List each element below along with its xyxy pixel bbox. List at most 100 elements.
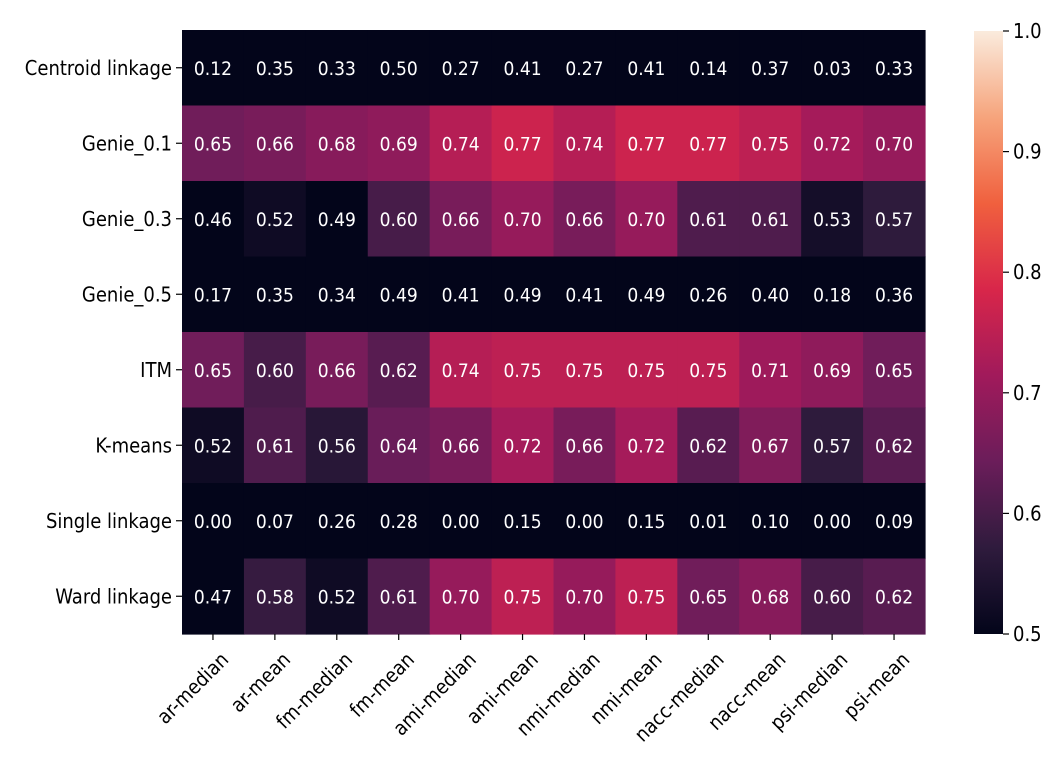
- cell-value-label: 0.70: [565, 586, 603, 608]
- cell-value-label: 0.65: [875, 360, 913, 382]
- cell-value-label: 0.34: [318, 284, 356, 306]
- cell-value-label: 0.57: [875, 209, 913, 231]
- cell-value-label: 0.01: [689, 511, 727, 533]
- cell-value-label: 0.00: [442, 511, 480, 533]
- heatmap-cell: [305, 407, 369, 484]
- heatmap-cell: [305, 181, 369, 258]
- cell-value-label: 0.46: [194, 209, 232, 231]
- heatmap-cell: [182, 256, 245, 333]
- heatmap-cell: [615, 181, 678, 258]
- cell-value-label: 0.50: [380, 58, 418, 80]
- y-tick-label: Single linkage: [46, 509, 172, 533]
- cell-value-label: 0.37: [751, 58, 789, 80]
- cell-value-label: 0.33: [875, 58, 913, 80]
- heatmap-cell: [801, 332, 864, 409]
- heatmap-cell: [553, 181, 617, 258]
- heatmap-cell: [305, 483, 369, 560]
- cell-value-label: 0.72: [627, 435, 665, 457]
- heatmap-cell: [182, 558, 245, 635]
- cell-value-label: 0.49: [380, 284, 418, 306]
- cell-value-label: 0.15: [627, 511, 665, 533]
- heatmap-cell: [367, 558, 431, 635]
- heatmap-cell: [491, 181, 555, 258]
- cell-value-label: 0.49: [627, 284, 665, 306]
- heatmap-cell: [491, 407, 555, 484]
- cell-value-label: 0.75: [504, 586, 542, 608]
- cell-value-label: 0.61: [380, 586, 418, 608]
- heatmap-cell: [429, 181, 493, 258]
- heatmap-cell: [677, 30, 740, 107]
- cell-value-label: 0.75: [689, 360, 727, 382]
- heatmap-cell: [243, 332, 307, 409]
- cell-value-label: 0.10: [751, 511, 789, 533]
- heatmap-cell: [491, 105, 555, 182]
- cell-value-label: 0.62: [875, 586, 913, 608]
- colorbar-tick-label: 0.9: [1013, 140, 1042, 164]
- cell-value-label: 0.41: [504, 58, 542, 80]
- heatmap-cell: [677, 332, 740, 409]
- cell-value-label: 0.66: [442, 209, 480, 231]
- heatmap-cell: [863, 181, 926, 258]
- heatmap-cell: [305, 30, 369, 107]
- cell-value-label: 0.62: [689, 435, 727, 457]
- cell-value-label: 0.61: [689, 209, 727, 231]
- cell-value-label: 0.49: [504, 284, 542, 306]
- cell-value-label: 0.77: [689, 133, 727, 155]
- cell-value-label: 0.33: [318, 58, 356, 80]
- heatmap-cells: [182, 30, 926, 635]
- cell-value-label: 0.41: [565, 284, 603, 306]
- y-tick-label: Ward linkage: [55, 584, 172, 608]
- heatmap-cell: [367, 105, 431, 182]
- cell-value-label: 0.66: [442, 435, 480, 457]
- cell-value-label: 0.74: [565, 133, 603, 155]
- colorbar-tick-label: 0.6: [1013, 501, 1042, 525]
- heatmap-cell: [305, 558, 369, 635]
- heatmap-cell: [801, 181, 864, 258]
- heatmap-cell: [429, 483, 493, 560]
- heatmap-cell: [863, 105, 926, 182]
- heatmap-cell: [553, 407, 617, 484]
- cell-value-label: 0.75: [504, 360, 542, 382]
- cell-value-label: 0.52: [256, 209, 294, 231]
- heatmap-cell: [367, 483, 431, 560]
- heatmap-cell: [801, 30, 864, 107]
- cell-value-label: 0.60: [380, 209, 418, 231]
- heatmap-cell: [553, 30, 617, 107]
- cell-value-label: 0.70: [504, 209, 542, 231]
- cell-value-label: 0.52: [318, 586, 356, 608]
- cell-value-label: 0.52: [194, 435, 232, 457]
- cell-value-label: 0.75: [751, 133, 789, 155]
- heatmap-cell: [182, 483, 245, 560]
- x-tick-labels: ar-medianar-meanfm-medianfm-meanami-medi…: [152, 634, 914, 746]
- heatmap-cell: [491, 256, 555, 333]
- cell-value-label: 0.00: [194, 511, 232, 533]
- cell-value-label: 0.75: [627, 586, 665, 608]
- heatmap-cell: [739, 256, 802, 333]
- cell-value-label: 0.74: [442, 360, 480, 382]
- heatmap-cell: [182, 332, 245, 409]
- heatmap-cell: [615, 105, 678, 182]
- cell-value-label: 0.65: [194, 360, 232, 382]
- heatmap-cell: [677, 181, 740, 258]
- heatmap-cell: [615, 407, 678, 484]
- cell-value-label: 0.75: [627, 360, 665, 382]
- cell-value-label: 0.03: [813, 58, 851, 80]
- cell-value-label: 0.62: [380, 360, 418, 382]
- heatmap-cell: [739, 558, 802, 635]
- cell-value-label: 0.65: [194, 133, 232, 155]
- cell-value-label: 0.00: [565, 511, 603, 533]
- cell-value-label: 0.40: [751, 284, 789, 306]
- cell-value-label: 0.66: [565, 435, 603, 457]
- heatmap-cell: [739, 407, 802, 484]
- heatmap-cell: [243, 30, 307, 107]
- heatmap-cell: [429, 256, 493, 333]
- heatmap-cell: [491, 332, 555, 409]
- cell-value-label: 0.69: [380, 133, 418, 155]
- heatmap-cell: [553, 256, 617, 333]
- y-tick-label: Centroid linkage: [25, 56, 172, 80]
- cell-value-label: 0.60: [813, 586, 851, 608]
- heatmap-cell: [739, 332, 802, 409]
- heatmap-cell: [615, 332, 678, 409]
- cell-value-label: 0.74: [442, 133, 480, 155]
